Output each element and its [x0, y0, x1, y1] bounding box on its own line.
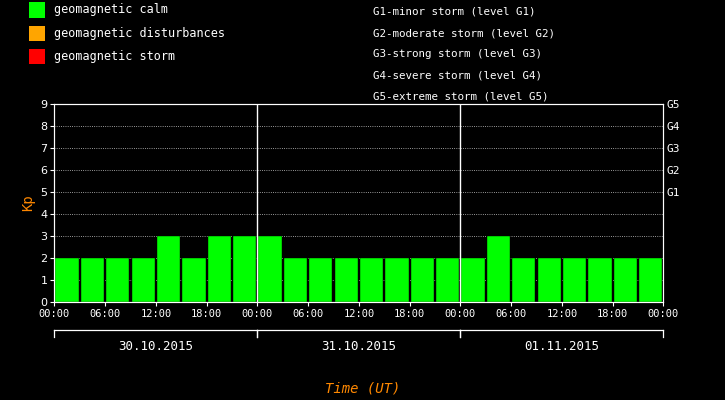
Y-axis label: Kp: Kp — [21, 195, 35, 211]
Text: 30.10.2015: 30.10.2015 — [118, 340, 194, 354]
Bar — [486, 236, 510, 302]
Bar — [461, 258, 485, 302]
Bar — [283, 258, 307, 302]
Bar — [436, 258, 460, 302]
Bar — [55, 258, 79, 302]
Bar — [80, 258, 104, 302]
Bar — [157, 236, 181, 302]
Bar — [512, 258, 536, 302]
Bar — [106, 258, 130, 302]
Bar — [613, 258, 637, 302]
Text: Time (UT): Time (UT) — [325, 382, 400, 396]
Bar — [258, 236, 282, 302]
Text: 31.10.2015: 31.10.2015 — [321, 340, 397, 354]
Text: G3-strong storm (level G3): G3-strong storm (level G3) — [373, 49, 542, 59]
Text: G4-severe storm (level G4): G4-severe storm (level G4) — [373, 70, 542, 80]
Text: geomagnetic calm: geomagnetic calm — [54, 4, 167, 16]
Text: G2-moderate storm (level G2): G2-moderate storm (level G2) — [373, 28, 555, 38]
Text: geomagnetic disturbances: geomagnetic disturbances — [54, 27, 225, 40]
Bar — [182, 258, 206, 302]
Bar — [334, 258, 358, 302]
Text: 01.11.2015: 01.11.2015 — [524, 340, 600, 354]
Bar — [537, 258, 561, 302]
Bar — [385, 258, 409, 302]
Bar — [563, 258, 587, 302]
Bar — [360, 258, 384, 302]
Bar — [233, 236, 257, 302]
Bar — [588, 258, 612, 302]
Text: G5-extreme storm (level G5): G5-extreme storm (level G5) — [373, 92, 549, 102]
Bar — [309, 258, 333, 302]
Bar — [410, 258, 434, 302]
Bar — [207, 236, 231, 302]
Text: G1-minor storm (level G1): G1-minor storm (level G1) — [373, 7, 536, 17]
Text: geomagnetic storm: geomagnetic storm — [54, 50, 175, 63]
Bar — [131, 258, 155, 302]
Bar — [639, 258, 663, 302]
